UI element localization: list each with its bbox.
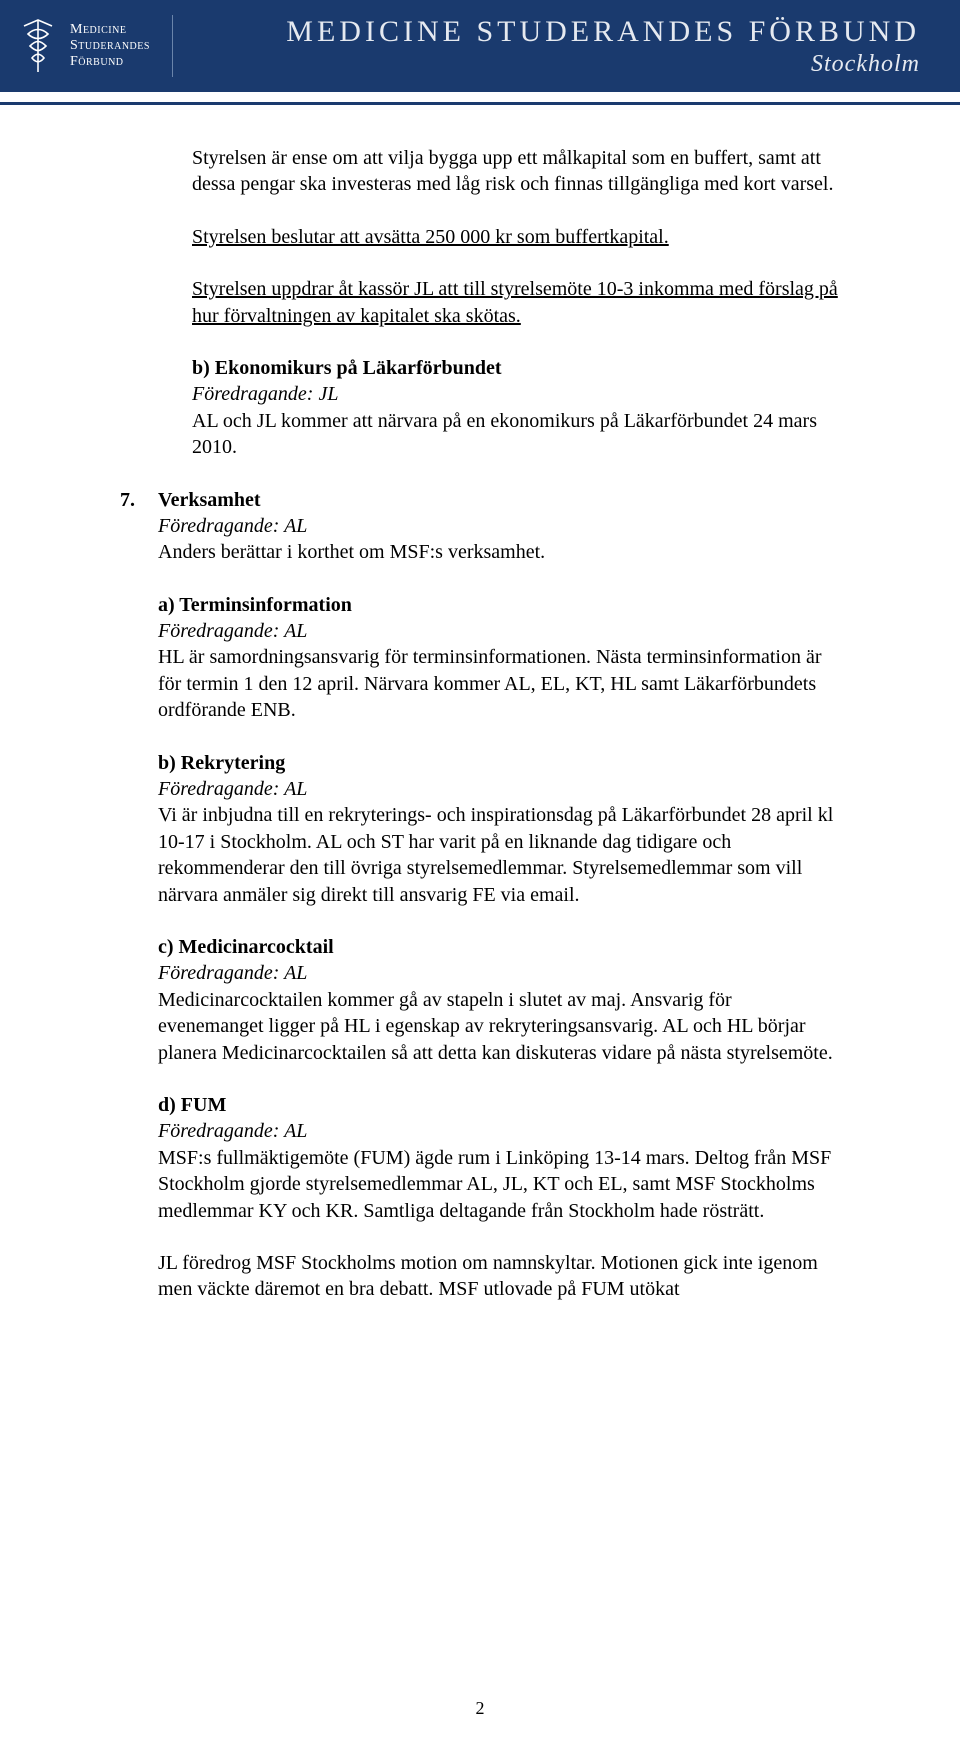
paragraph: Medicinarcocktailen kommer gå av stapeln… xyxy=(158,987,840,1066)
paragraph: JL föredrog MSF Stockholms motion om nam… xyxy=(158,1250,840,1303)
subsection-b-ekonomikurs: b) Ekonomikurs på Läkarförbundet Föredra… xyxy=(192,355,840,461)
foredragande-line: Föredragande: AL xyxy=(158,1118,840,1144)
subsection-heading: c) Medicinarcocktail xyxy=(158,934,840,960)
foredragande-line: Föredragande: AL xyxy=(158,513,840,539)
subsection-heading: d) FUM xyxy=(158,1092,840,1118)
foredragande-line: Föredragande: JL xyxy=(192,381,840,407)
decision-line: Styrelsen beslutar att avsätta 250 000 k… xyxy=(192,224,840,250)
section-number: 7. xyxy=(120,487,158,1303)
decision-line: Styrelsen uppdrar åt kassör JL att till … xyxy=(192,276,840,329)
header-logo-line1: Medicine xyxy=(70,22,150,38)
header-logo-block: Medicine Studerandes Förbund xyxy=(20,16,150,76)
paragraph: AL och JL kommer att närvara på en ekono… xyxy=(192,408,840,461)
document-body: Styrelsen är ense om att vilja bygga upp… xyxy=(0,105,960,1343)
paragraph: Anders berättar i korthet om MSF:s verks… xyxy=(158,539,840,565)
header-title-sub: Stockholm xyxy=(811,51,920,78)
subsection-a: a) Terminsinformation Föredragande: AL H… xyxy=(158,592,840,724)
subsection-d: d) FUM Föredragande: AL MSF:s fullmäktig… xyxy=(158,1092,840,1224)
foredragande-line: Föredragande: AL xyxy=(158,618,840,644)
subsection-c: c) Medicinarcocktail Föredragande: AL Me… xyxy=(158,934,840,1066)
subsection-heading: b) Rekrytering xyxy=(158,750,840,776)
header-bar: Medicine Studerandes Förbund MEDICINE ST… xyxy=(0,0,960,92)
page-number: 2 xyxy=(476,1698,485,1719)
header-logo-line2: Studerandes xyxy=(70,38,150,54)
header-title-main: MEDICINE STUDERANDES FÖRBUND xyxy=(286,15,920,49)
header-logo-line3: Förbund xyxy=(70,54,150,70)
header-separator xyxy=(172,15,173,77)
paragraph: Vi är inbjudna till en rekryterings- och… xyxy=(158,802,840,908)
header-logo-text: Medicine Studerandes Förbund xyxy=(70,22,150,70)
subsection-b: b) Rekrytering Föredragande: AL Vi är in… xyxy=(158,750,840,908)
subsection-heading: b) Ekonomikurs på Läkarförbundet xyxy=(192,355,840,381)
foredragande-line: Föredragande: AL xyxy=(158,960,840,986)
paragraph: MSF:s fullmäktigemöte (FUM) ägde rum i L… xyxy=(158,1145,840,1224)
foredragande-line: Föredragande: AL xyxy=(158,776,840,802)
paragraph: Styrelsen är ense om att vilja bygga upp… xyxy=(192,145,840,198)
paragraph: HL är samordningsansvarig för terminsinf… xyxy=(158,644,840,723)
subsection-heading: a) Terminsinformation xyxy=(158,592,840,618)
header-title-block: MEDICINE STUDERANDES FÖRBUND Stockholm xyxy=(195,15,940,78)
section-label: Verksamhet xyxy=(158,487,840,513)
caduceus-icon xyxy=(20,16,56,76)
section-7-row: 7. Verksamhet Föredragande: AL Anders be… xyxy=(120,487,840,1303)
